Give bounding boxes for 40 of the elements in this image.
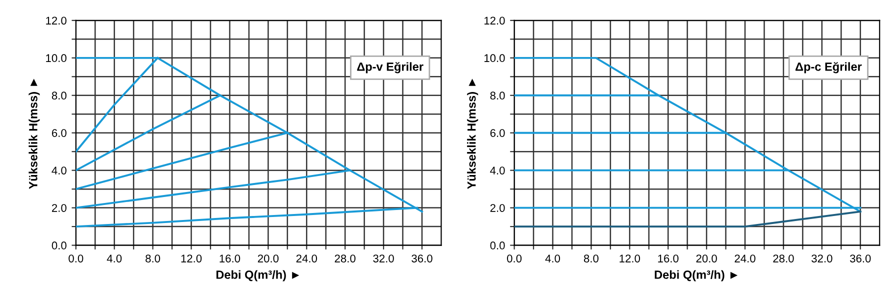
y-tick-label: 8.0: [52, 92, 66, 100]
x-tick-label: 32.0: [373, 254, 394, 262]
annotation: Δp-v Eğriler: [357, 62, 424, 74]
y-tick-label: 2.0: [52, 204, 66, 212]
y-tick-label: 10.0: [46, 54, 66, 62]
x-tick-label: 36.0: [412, 254, 432, 262]
x-tick-label: 20.0: [258, 254, 279, 262]
y-axis-title: Yükseklik H(mss) ►: [467, 78, 478, 190]
y-tick-label: 12.0: [46, 16, 66, 25]
y-tick-label: 0.0: [52, 242, 66, 250]
annotation: Δp-c Eğriler: [796, 62, 862, 74]
y-tick-label: 8.0: [490, 92, 505, 100]
y-tick-label: 10.0: [484, 54, 505, 62]
x-tick-label: 4.0: [106, 254, 122, 262]
x-tick-label: 8.0: [584, 254, 598, 262]
x-tick-label: 24.0: [734, 254, 756, 262]
x-tick-label: 16.0: [658, 254, 678, 262]
x-tick-label: 20.0: [696, 254, 717, 262]
y-tick-label: 12.0: [484, 16, 505, 25]
x-tick-label: 4.0: [545, 254, 560, 262]
x-tick-label: 12.0: [620, 254, 640, 262]
x-tick-label: 28.0: [334, 254, 356, 262]
x-axis-title: Debi Q(m³/h) ►: [216, 270, 300, 282]
x-tick-label: 32.0: [812, 254, 832, 262]
x-tick-label: 28.0: [773, 254, 794, 262]
x-tick-label: 24.0: [296, 254, 318, 262]
y-tick-label: 6.0: [490, 129, 505, 137]
y-axis-title: Yükseklik H(mss) ►: [28, 78, 40, 190]
x-tick-label: 0.0: [68, 254, 84, 262]
x-tick-label: 36.0: [850, 254, 871, 262]
y-tick-label: 4.0: [490, 166, 505, 174]
x-tick-label: 0.0: [507, 254, 522, 262]
x-tick-label: 16.0: [220, 254, 240, 262]
y-tick-label: 2.0: [490, 204, 505, 212]
y-tick-label: 0.0: [490, 242, 505, 250]
x-tick-label: 12.0: [181, 254, 202, 262]
y-tick-label: 4.0: [52, 166, 66, 174]
y-tick-label: 6.0: [52, 129, 66, 137]
x-tick-label: 8.0: [146, 254, 160, 262]
x-axis-title: Debi Q(m³/h) ►: [654, 270, 738, 282]
